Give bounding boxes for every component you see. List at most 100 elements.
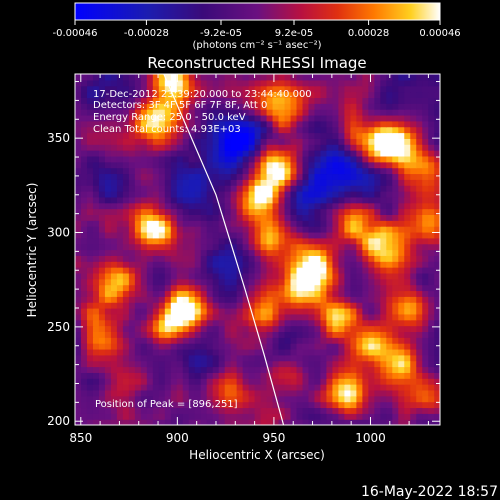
y-axis-label: Heliocentric Y (arcsec) [25, 183, 39, 318]
heatmap-cell [164, 296, 172, 303]
heatmap-cell [182, 144, 190, 151]
heatmap-cell [122, 255, 130, 262]
heatmap-cell [176, 348, 184, 356]
heatmap-cell [170, 173, 178, 180]
heatmap-cell [428, 384, 435, 391]
heatmap-cell [248, 278, 256, 286]
heatmap-cell [422, 138, 429, 145]
heatmap-cell [188, 284, 196, 292]
heatmap-cell [122, 360, 130, 368]
heatmap-cell [326, 395, 334, 403]
heatmap-cell [386, 97, 393, 104]
heatmap-cell [302, 161, 310, 169]
heatmap-cell [212, 220, 220, 227]
heatmap-cell [266, 85, 274, 93]
heatmap-cell [152, 261, 160, 268]
heatmap-cell [380, 237, 387, 245]
heatmap-cell [296, 249, 304, 256]
heatmap-cell [182, 255, 190, 262]
heatmap-cell [75, 354, 82, 362]
heatmap-cell [344, 348, 351, 356]
heatmap-cell [320, 155, 328, 163]
heatmap-cell [98, 278, 106, 286]
heatmap-cell [104, 167, 112, 175]
heatmap-cell [278, 348, 286, 356]
heatmap-cell [230, 150, 238, 157]
heatmap-cell [188, 132, 196, 139]
heatmap-cell [308, 337, 316, 344]
heatmap-cell [110, 360, 118, 368]
heatmap-cell [332, 313, 340, 321]
heatmap-cell [284, 97, 292, 104]
heatmap-cell [284, 220, 292, 227]
heatmap-cell [326, 249, 334, 256]
heatmap-cell [326, 173, 334, 180]
heatmap-cell [344, 103, 351, 110]
heatmap-cell [344, 413, 351, 420]
heatmap-cell [416, 196, 423, 204]
heatmap-cell [260, 302, 268, 309]
heatmap-cell [158, 360, 166, 368]
heatmap-cell [416, 243, 423, 251]
heatmap-cell [374, 185, 381, 192]
heatmap-cell [110, 220, 118, 227]
heatmap-cell [86, 308, 94, 315]
heatmap-cell [368, 126, 375, 134]
heatmap-cell [308, 267, 316, 274]
heatmap-cell [332, 120, 340, 128]
heatmap-cell [314, 325, 322, 332]
heatmap-cell [428, 395, 435, 403]
heatmap-cell [236, 366, 244, 373]
heatmap-cell [206, 384, 214, 391]
heatmap-cell [134, 249, 142, 256]
heatmap-cell [278, 354, 286, 362]
heatmap-cell [362, 261, 369, 268]
heatmap-cell [302, 372, 310, 379]
heatmap-cell [104, 85, 112, 93]
heatmap-cell [326, 120, 334, 128]
heatmap-cell [410, 389, 417, 397]
heatmap-cell [374, 237, 381, 245]
heatmap-cell [242, 91, 250, 98]
heatmap-cell [122, 372, 130, 379]
heatmap-cell [434, 161, 440, 169]
heatmap-cell [224, 91, 232, 98]
heatmap-cell [200, 161, 208, 169]
x-tick-label: 850 [69, 431, 92, 445]
heatmap-cell [266, 91, 274, 98]
heatmap-cell [392, 231, 399, 239]
heatmap-cell [332, 384, 340, 391]
heatmap-cell [320, 384, 328, 391]
heatmap-cell [344, 378, 351, 385]
heatmap-cell [80, 395, 88, 403]
heatmap-cell [368, 185, 375, 192]
heatmap-cell [182, 389, 190, 397]
heatmap-cell [332, 185, 340, 192]
heatmap-cell [350, 372, 357, 379]
heatmap-cell [326, 343, 334, 350]
heatmap-cell [266, 103, 274, 110]
heatmap-cell [75, 155, 82, 163]
heatmap-cell [404, 372, 411, 379]
heatmap-cell [422, 202, 429, 210]
heatmap-cell [164, 378, 172, 385]
heatmap-cell [200, 343, 208, 350]
heatmap-cell [368, 132, 375, 139]
heatmap-cell [278, 144, 286, 151]
heatmap-cell [242, 79, 250, 87]
heatmap-cell [434, 313, 440, 321]
heatmap-cell [176, 185, 184, 192]
heatmap-cell [398, 85, 405, 93]
heatmap-cell [146, 144, 154, 151]
heatmap-cell [338, 261, 346, 268]
heatmap-cell [188, 290, 196, 297]
heatmap-cell [290, 185, 298, 192]
heatmap-cell [422, 255, 429, 262]
heatmap-cell [110, 354, 118, 362]
heatmap-cell [320, 249, 328, 256]
heatmap-cell [116, 91, 124, 98]
heatmap-cell [404, 337, 411, 344]
heatmap-cell [242, 74, 250, 81]
heatmap-cell [116, 173, 124, 180]
heatmap-cell [230, 407, 238, 414]
